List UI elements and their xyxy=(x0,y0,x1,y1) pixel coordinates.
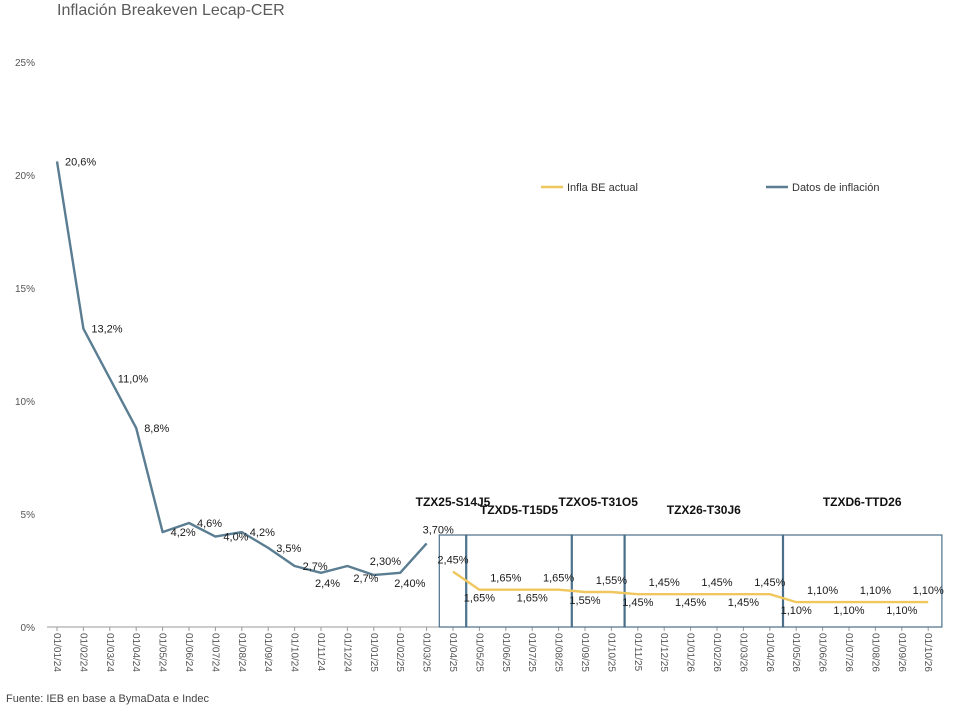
x-tick-label: 01/08/26 xyxy=(869,633,880,672)
x-tick-label: 01/10/26 xyxy=(922,633,933,672)
bond-group-box xyxy=(570,534,626,628)
x-tick-label: 01/07/24 xyxy=(209,633,220,672)
data-label: 4,2% xyxy=(171,527,196,539)
data-label: 4,6% xyxy=(197,518,222,530)
data-label: 1,65% xyxy=(543,573,574,585)
x-tick-label: 01/07/25 xyxy=(526,633,537,672)
x-tick-label: 01/12/24 xyxy=(341,633,352,672)
x-tick-label: 01/05/24 xyxy=(157,633,168,672)
series-line xyxy=(452,570,929,604)
x-tick-label: 01/09/26 xyxy=(896,633,907,672)
x-tick-label: 01/10/24 xyxy=(289,633,300,672)
data-label: 2,45% xyxy=(437,555,468,567)
x-tick-label: 01/05/25 xyxy=(473,633,484,672)
series-lines xyxy=(55,161,929,604)
data-label: 11,0% xyxy=(118,373,149,385)
series-line xyxy=(55,161,428,577)
x-tick-label: 01/03/24 xyxy=(104,633,115,672)
data-label: 4,2% xyxy=(250,527,275,539)
x-tick-label: 01/02/24 xyxy=(77,633,88,672)
x-tick-label: 01/03/26 xyxy=(737,633,748,672)
data-labels: 20,6%13,2%11,0%8,8%4,2%4,6%4,0% 4,2%3,5%2… xyxy=(65,156,944,617)
data-label: 20,6% xyxy=(65,156,96,168)
y-tick-label: 25% xyxy=(15,58,35,69)
data-label: 1,10% xyxy=(886,605,917,617)
bond-group-box xyxy=(623,534,785,628)
data-label: 1,10% xyxy=(913,585,944,597)
data-label: 1,10% xyxy=(781,605,812,617)
x-tick-label: 01/10/25 xyxy=(605,633,616,672)
bond-group-label: TZX26-T30J6 xyxy=(667,503,741,517)
x-tick-label: 01/01/25 xyxy=(368,633,379,672)
data-label: 1,10% xyxy=(807,585,838,597)
data-label: 1,45% xyxy=(701,577,732,589)
x-tick-label: 01/04/24 xyxy=(130,633,141,672)
x-tick-label: 01/01/26 xyxy=(685,633,696,672)
data-label: 2,7% xyxy=(303,561,328,573)
data-label: 3,5% xyxy=(276,543,301,555)
x-tick-label: 01/05/26 xyxy=(790,633,801,672)
x-tick-label: 01/03/25 xyxy=(421,633,432,672)
data-label: 4,0% xyxy=(223,532,248,544)
y-tick-label: 0% xyxy=(21,623,36,634)
chart-title: Inflación Breakeven Lecap-CER xyxy=(57,2,285,19)
data-label: 1,45% xyxy=(675,597,706,609)
x-tick-label: 01/11/24 xyxy=(315,633,326,672)
bond-group-label: TZXO5-T31O5 xyxy=(559,495,639,509)
x-tick-label: 01/02/25 xyxy=(394,633,405,672)
x-tick-label: 01/06/25 xyxy=(500,633,511,672)
data-label: 1,45% xyxy=(728,597,759,609)
x-tick-label: 01/02/26 xyxy=(711,633,722,672)
bond-group-label: TZXD5-T15D5 xyxy=(480,503,558,517)
y-axis: 0% 5% 10% 15% 20% 25% xyxy=(15,58,35,634)
data-label: 3,70% xyxy=(423,524,454,536)
y-tick-label: 20% xyxy=(15,171,35,182)
x-tick-label: 01/12/25 xyxy=(658,633,669,672)
bond-group-label: TZX25-S14J5 xyxy=(416,495,491,509)
data-label: 1,65% xyxy=(464,593,495,605)
data-label: 1,10% xyxy=(860,585,891,597)
x-tick-label: 01/04/26 xyxy=(764,633,775,672)
data-label: 1,55% xyxy=(569,595,600,607)
y-tick-label: 10% xyxy=(15,397,35,408)
data-label: 1,45% xyxy=(649,577,680,589)
y-tick-label: 5% xyxy=(21,510,36,521)
data-label: 1,45% xyxy=(622,597,653,609)
data-label: 1,55% xyxy=(596,575,627,587)
x-tick-label: 01/01/24 xyxy=(51,633,62,672)
legend-label: Infla BE actual xyxy=(567,182,638,194)
x-tick-label: 01/07/26 xyxy=(843,633,854,672)
data-label: 2,40% xyxy=(394,578,425,590)
x-tick-label: 01/06/26 xyxy=(817,633,828,672)
data-label: 1,65% xyxy=(490,573,521,585)
data-label: 13,2% xyxy=(91,324,122,336)
x-tick-label: 01/08/24 xyxy=(236,633,247,672)
source-note: Fuente: IEB en base a BymaData e Indec xyxy=(6,693,210,705)
x-tick-label: 01/09/24 xyxy=(262,633,273,672)
data-label: 8,8% xyxy=(144,423,169,435)
x-axis: 01/01/24 01/02/24 01/03/24 01/04/24 01/05/24… xyxy=(47,626,941,672)
data-label: 2,30% xyxy=(370,556,401,568)
x-tick-label: 01/06/24 xyxy=(183,633,194,672)
bond-group-box xyxy=(438,534,468,628)
x-tick-label: 01/04/25 xyxy=(447,633,458,672)
legend-label: Datos de inflación xyxy=(792,182,879,194)
data-label: 1,45% xyxy=(754,577,785,589)
x-tick-label: 01/08/25 xyxy=(553,633,564,672)
bond-group-label: TZXD6-TTD26 xyxy=(823,495,902,509)
data-label: 1,10% xyxy=(833,605,864,617)
data-label: 2,4% xyxy=(315,578,340,590)
data-label: 1,65% xyxy=(517,593,548,605)
x-tick-label: 01/09/25 xyxy=(579,633,590,672)
data-label: 2,7% xyxy=(353,573,378,585)
bond-group-box xyxy=(781,534,943,628)
legend: Infla BE actual Datos de inflación xyxy=(541,182,879,194)
y-tick-label: 15% xyxy=(15,284,35,295)
x-tick-label: 01/11/25 xyxy=(632,633,643,672)
